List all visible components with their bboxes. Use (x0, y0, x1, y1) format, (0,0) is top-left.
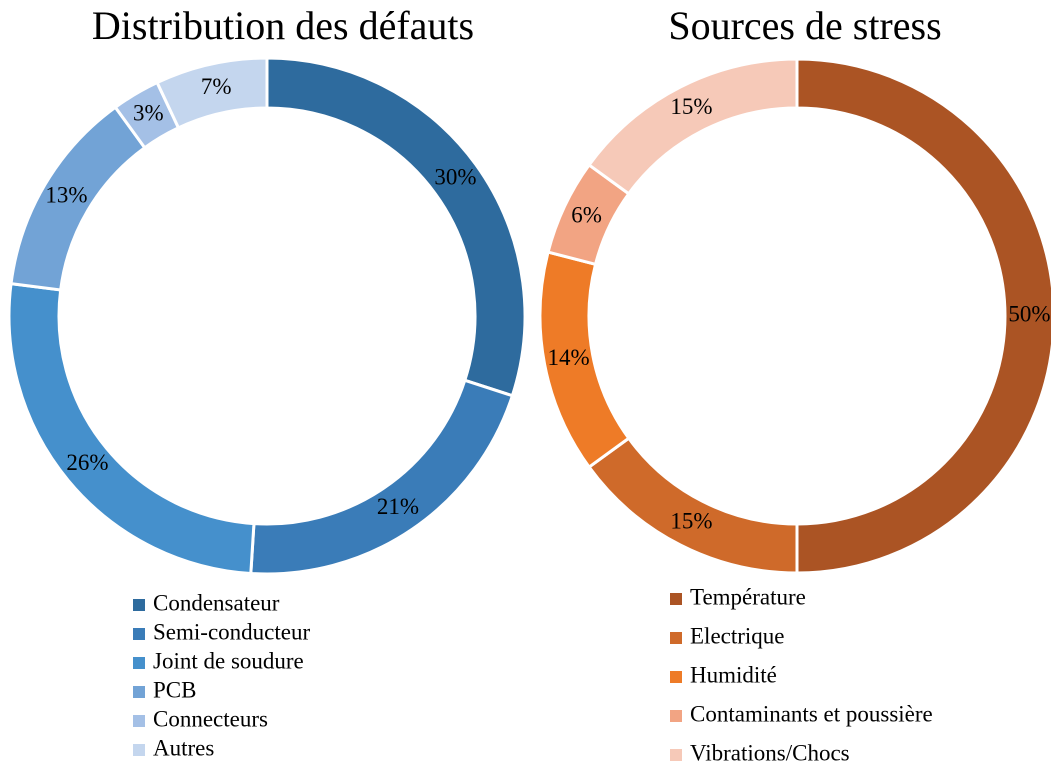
legend-swatch (670, 749, 682, 761)
legend-swatch (133, 628, 145, 640)
legend-label: Semi-conducteur (153, 619, 310, 644)
donut-slice (155, 56, 269, 130)
legend-swatch (133, 599, 145, 611)
legend-label: Humidité (690, 662, 777, 687)
data-label: 26% (66, 450, 108, 475)
legend-label: PCB (153, 677, 196, 702)
legend-label: Contaminants et poussière (690, 701, 933, 726)
chart-title: Distribution des défauts (92, 3, 474, 48)
legend-label: Connecteurs (153, 706, 268, 731)
legend-swatch (133, 744, 145, 756)
legend-label: Température (690, 584, 806, 609)
legend-swatch (133, 657, 145, 669)
legend-label: Joint de soudure (153, 648, 304, 673)
donut-slice (586, 57, 799, 196)
donut-slice (586, 436, 799, 575)
data-label: 6% (571, 202, 602, 227)
legend-label: Autres (153, 735, 214, 760)
legend-swatch (133, 686, 145, 698)
data-label: 15% (670, 94, 712, 119)
data-label: 15% (670, 508, 712, 533)
legend-swatch (670, 632, 682, 644)
data-label: 30% (434, 164, 476, 189)
data-label: 14% (548, 345, 590, 370)
legend-label: Condensateur (153, 590, 280, 615)
donut-slice (7, 281, 256, 576)
legend-swatch (670, 710, 682, 722)
donut-slice (249, 378, 515, 576)
legend-swatch (133, 715, 145, 727)
data-label: 13% (45, 183, 87, 208)
data-label: 3% (133, 101, 164, 126)
data-label: 50% (1008, 301, 1050, 326)
legend-swatch (670, 593, 682, 605)
legend-label: Vibrations/Chocs (690, 740, 850, 765)
data-label: 21% (377, 494, 419, 519)
legend-label: Electrique (690, 623, 785, 648)
donut-slice (265, 56, 527, 398)
chart-title: Sources de stress (668, 3, 941, 48)
legend-swatch (670, 671, 682, 683)
data-label: 7% (201, 74, 232, 99)
donut-slice (795, 57, 1051, 575)
